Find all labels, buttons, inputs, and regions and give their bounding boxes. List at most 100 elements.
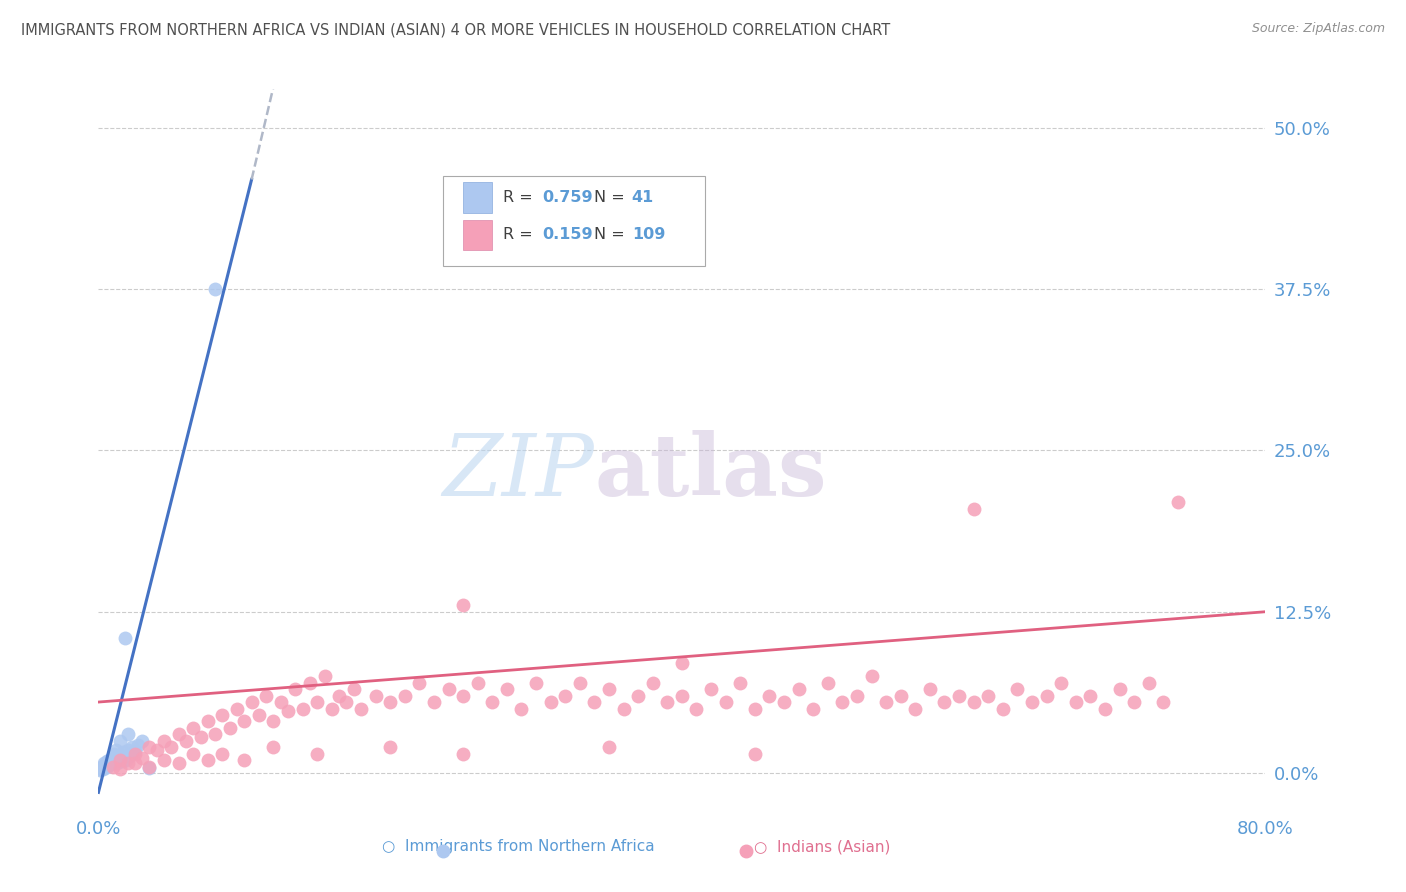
Point xyxy=(1167,495,1189,509)
Point xyxy=(860,669,883,683)
Point xyxy=(101,759,124,773)
Point xyxy=(934,695,956,709)
Point xyxy=(127,738,149,752)
Point xyxy=(117,756,139,770)
Point xyxy=(94,756,117,770)
Point xyxy=(598,682,620,697)
Point xyxy=(380,695,402,709)
Point xyxy=(451,599,474,613)
Point xyxy=(496,682,519,697)
Point xyxy=(714,695,737,709)
Point xyxy=(114,631,136,645)
Point xyxy=(962,501,984,516)
Point xyxy=(233,714,256,729)
Point xyxy=(115,753,138,767)
Point xyxy=(335,695,357,709)
Point xyxy=(730,675,752,690)
Point xyxy=(307,695,329,709)
Point xyxy=(121,740,143,755)
Point xyxy=(124,756,146,770)
Point xyxy=(124,744,146,758)
Point xyxy=(467,675,489,690)
Point xyxy=(657,695,679,709)
Point xyxy=(97,756,120,771)
Point xyxy=(93,758,115,772)
Text: IMMIGRANTS FROM NORTHERN AFRICA VS INDIAN (ASIAN) 4 OR MORE VEHICLES IN HOUSEHOL: IMMIGRANTS FROM NORTHERN AFRICA VS INDIA… xyxy=(21,22,890,37)
Point xyxy=(240,695,263,709)
Point xyxy=(218,721,240,735)
Point xyxy=(96,759,118,773)
Point xyxy=(918,682,941,697)
Point xyxy=(962,695,984,709)
Point xyxy=(773,695,796,709)
Point xyxy=(787,682,810,697)
Point xyxy=(190,730,212,744)
Point xyxy=(1094,701,1116,715)
Point xyxy=(1035,689,1057,703)
Point xyxy=(817,675,839,690)
Point xyxy=(284,682,307,697)
Point xyxy=(314,669,336,683)
Point xyxy=(167,756,190,770)
Text: 41: 41 xyxy=(631,190,654,205)
Point xyxy=(93,756,115,770)
Point xyxy=(247,708,270,723)
Point xyxy=(124,747,146,761)
Point xyxy=(298,675,321,690)
Point xyxy=(110,753,132,767)
Text: ZIP: ZIP xyxy=(443,431,595,514)
Point xyxy=(211,747,233,761)
Point xyxy=(307,747,329,761)
Point xyxy=(167,727,190,741)
Point xyxy=(1152,695,1174,709)
Point xyxy=(181,747,204,761)
Point xyxy=(758,689,780,703)
Point xyxy=(1123,695,1146,709)
Point xyxy=(744,747,766,761)
Point xyxy=(831,695,853,709)
Point xyxy=(153,753,176,767)
Point xyxy=(110,733,132,747)
Point xyxy=(423,695,446,709)
Point xyxy=(197,714,219,729)
Point xyxy=(510,701,533,715)
Point xyxy=(380,740,402,755)
Text: 109: 109 xyxy=(631,227,665,243)
Point xyxy=(627,689,650,703)
Point xyxy=(153,733,176,747)
Point xyxy=(321,701,343,715)
Point xyxy=(90,762,112,776)
Point xyxy=(451,747,474,761)
Point xyxy=(481,695,503,709)
Text: 0.159: 0.159 xyxy=(541,227,592,243)
Point xyxy=(160,740,183,755)
Point xyxy=(1050,675,1073,690)
Point xyxy=(89,764,111,778)
Point xyxy=(437,682,460,697)
Point xyxy=(394,689,416,703)
Text: R =: R = xyxy=(503,227,538,243)
Point xyxy=(101,753,124,767)
Point xyxy=(254,689,277,703)
Point xyxy=(110,762,132,776)
Point xyxy=(91,759,114,773)
Text: Source: ZipAtlas.com: Source: ZipAtlas.com xyxy=(1251,22,1385,36)
Point xyxy=(111,755,134,769)
Point xyxy=(1007,682,1029,697)
Point xyxy=(328,689,350,703)
Text: N =: N = xyxy=(595,227,630,243)
Point xyxy=(204,282,226,296)
Point xyxy=(1021,695,1043,709)
FancyBboxPatch shape xyxy=(463,219,492,250)
Point xyxy=(120,747,142,761)
Point xyxy=(131,733,153,747)
Point xyxy=(211,708,233,723)
FancyBboxPatch shape xyxy=(463,182,492,213)
Point xyxy=(890,689,912,703)
Point xyxy=(270,695,292,709)
Point xyxy=(108,752,131,766)
Text: 0.759: 0.759 xyxy=(541,190,592,205)
Point xyxy=(277,704,299,718)
Point xyxy=(174,733,197,747)
Point xyxy=(671,657,693,671)
